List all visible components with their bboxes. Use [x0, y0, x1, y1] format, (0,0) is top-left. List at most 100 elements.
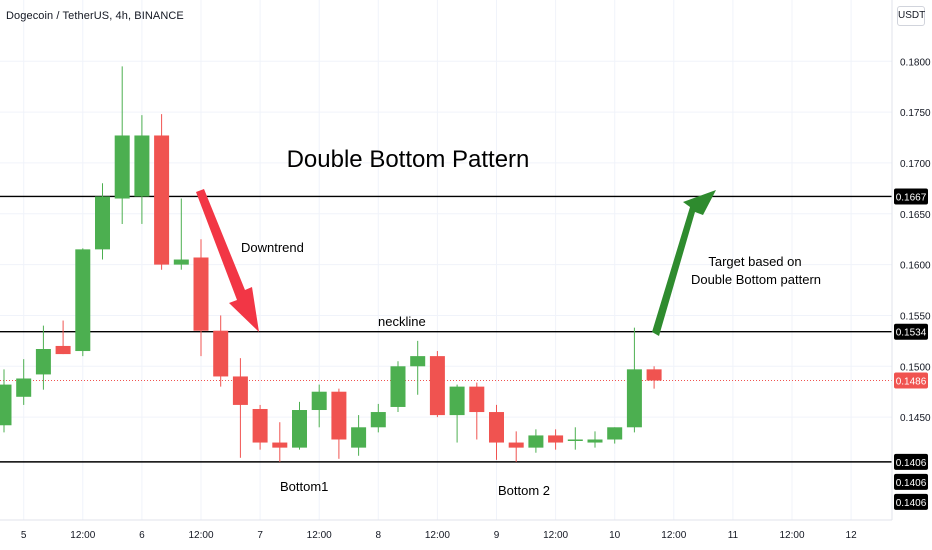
candle-body [528, 435, 544, 448]
price-tick-label: 0.1500 [900, 362, 931, 373]
candle[interactable] [351, 415, 367, 456]
candle[interactable] [292, 401, 307, 450]
price-tick-label: 0.1650 [900, 210, 931, 221]
candle[interactable] [193, 239, 209, 357]
target-label-line2: Double Bottom pattern [691, 272, 821, 287]
candle-body [646, 369, 662, 381]
candle-body [75, 249, 91, 352]
time-axis[interactable]: 5 12:00 6 12:00 7 12:00 8 12:00 9 12:00 10 12:00 11 1… [0, 519, 892, 550]
time-tick-label: 12:00 [661, 530, 686, 541]
time-tick-label: 12 [846, 530, 858, 541]
annotations: Double Bottom Pattern Downtrend neckline… [241, 146, 821, 498]
bottom1-label: Bottom1 [280, 479, 328, 494]
price-tag-bottom-text: 0.1406 [896, 458, 927, 469]
price-tick-label: 0.1600 [900, 261, 931, 272]
price-tag-extra[interactable]: 0.1406 [894, 493, 928, 510]
candle[interactable] [429, 351, 445, 418]
grid [0, 0, 892, 520]
candle-body [410, 356, 426, 367]
target-label-line1: Target based on [708, 254, 801, 269]
candle[interactable] [370, 403, 386, 433]
candle[interactable] [528, 429, 544, 453]
candle[interactable] [173, 198, 189, 270]
candle[interactable] [16, 359, 32, 405]
candle-body [567, 439, 583, 441]
candle[interactable] [508, 431, 524, 462]
candle-body [607, 427, 623, 440]
candle[interactable] [35, 325, 51, 390]
price-tag-extra-text: 0.1406 [896, 498, 927, 509]
candle-body [95, 196, 110, 250]
price-tick-label: 0.1800 [900, 57, 931, 68]
currency-button[interactable]: USDT [897, 6, 925, 26]
time-tick-label: 5 [21, 530, 27, 541]
candle-body [390, 366, 406, 407]
candle[interactable] [331, 388, 347, 459]
price-tick-label: 0.1450 [900, 413, 931, 424]
candle[interactable] [114, 66, 130, 224]
symbol-title: Dogecoin / TetherUS, 4h, BINANCE [6, 10, 184, 22]
time-tick-label: 7 [257, 530, 263, 541]
candle-body [489, 412, 504, 443]
candle-body [134, 135, 150, 197]
candle-body [587, 439, 603, 443]
candle[interactable] [154, 114, 170, 270]
candle[interactable] [134, 115, 150, 224]
candle[interactable] [311, 384, 327, 428]
candle[interactable] [607, 427, 623, 444]
price-tag-neckline-text: 0.1534 [896, 328, 927, 339]
time-tick-label: 11 [728, 530, 739, 541]
candle[interactable] [469, 382, 485, 440]
candle[interactable] [0, 369, 12, 433]
price-tick-label: 0.1750 [900, 108, 931, 119]
candle-body [311, 391, 327, 411]
time-tick-label: 12:00 [543, 530, 568, 541]
candle[interactable] [626, 327, 642, 433]
candle-body [193, 257, 209, 331]
candle[interactable] [449, 384, 465, 443]
price-tag-neckline[interactable]: 0.1534 [894, 323, 928, 340]
candle-body [35, 349, 51, 375]
candle[interactable] [213, 315, 229, 387]
price-tag-extra-text: 0.1406 [896, 478, 927, 489]
candle[interactable] [252, 404, 268, 450]
pattern-title: Double Bottom Pattern [287, 146, 530, 173]
candle[interactable] [410, 340, 426, 395]
horizontal-levels[interactable] [0, 195, 892, 463]
candle-body [55, 345, 71, 355]
price-tag-bottom[interactable]: 0.1406 [894, 453, 928, 470]
candle[interactable] [489, 404, 504, 460]
candle-body [114, 135, 130, 199]
candle[interactable] [646, 366, 662, 389]
candle-body [469, 386, 485, 413]
candle-body [548, 435, 564, 443]
time-tick-label: 9 [494, 530, 500, 541]
candle[interactable] [232, 358, 248, 458]
candle[interactable] [548, 429, 564, 450]
candle[interactable] [587, 431, 603, 448]
candle[interactable] [272, 422, 288, 462]
time-tick-label: 8 [376, 530, 382, 541]
downtrend-arrow[interactable] [196, 189, 259, 332]
price-axis[interactable]: 0.1800 0.1750 0.1700 0.1650 0.1600 0.1550 0.15… [891, 0, 932, 550]
candle[interactable] [390, 361, 406, 413]
candle[interactable] [95, 183, 110, 260]
candle-body [449, 386, 465, 416]
time-tick-label: 12:00 [307, 530, 332, 541]
candle[interactable] [567, 427, 583, 450]
price-tag-extra[interactable]: 0.1406 [894, 473, 928, 490]
candle[interactable] [55, 320, 71, 355]
price-tag-current[interactable]: 0.1486 [894, 372, 928, 389]
time-tick-label: 12:00 [188, 530, 213, 541]
price-tag-target[interactable]: 0.1667 [894, 188, 928, 205]
candle[interactable] [75, 248, 91, 357]
time-tick-label: 12:00 [779, 530, 804, 541]
target-arrow[interactable] [652, 190, 716, 336]
bottom2-label: Bottom 2 [498, 483, 550, 498]
time-tick-label: 6 [139, 530, 145, 541]
price-tick-label: 0.1700 [900, 159, 931, 170]
candles [0, 66, 662, 462]
price-tick-label: 0.1550 [900, 311, 931, 322]
